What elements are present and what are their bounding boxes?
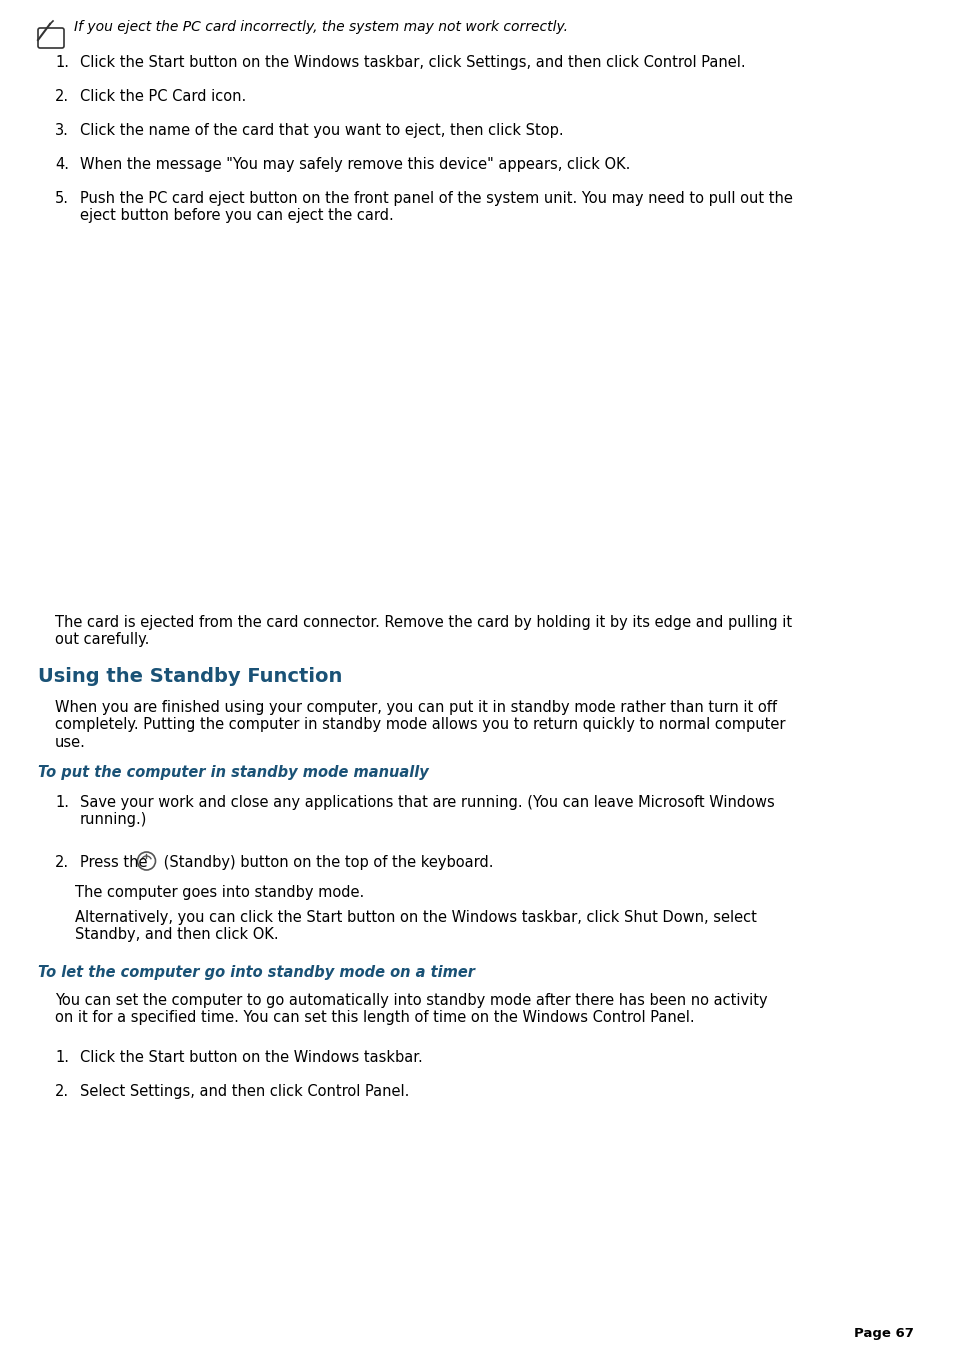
Text: Click the Start button on the Windows taskbar.: Click the Start button on the Windows ta… [80, 1050, 422, 1065]
Text: Click the name of the card that you want to eject, then click Stop.: Click the name of the card that you want… [80, 123, 563, 138]
Text: 1.: 1. [55, 794, 69, 811]
FancyBboxPatch shape [38, 28, 64, 49]
Text: Using the Standby Function: Using the Standby Function [38, 667, 342, 686]
Text: Click the PC Card icon.: Click the PC Card icon. [80, 89, 246, 104]
Text: The card is ejected from the card connector. Remove the card by holding it by it: The card is ejected from the card connec… [55, 615, 791, 647]
Text: 3.: 3. [55, 123, 69, 138]
Text: 1.: 1. [55, 55, 69, 70]
Text: To put the computer in standby mode manually: To put the computer in standby mode manu… [38, 765, 428, 780]
Text: Alternatively, you can click the Start button on the Windows taskbar, click Shut: Alternatively, you can click the Start b… [75, 911, 756, 943]
Text: When the message "You may safely remove this device" appears, click OK.: When the message "You may safely remove … [80, 157, 630, 172]
Text: 2.: 2. [55, 855, 69, 870]
Text: 2.: 2. [55, 1084, 69, 1098]
Text: Click the Start button on the Windows taskbar, click Settings, and then click Co: Click the Start button on the Windows ta… [80, 55, 745, 70]
Text: When you are finished using your computer, you can put it in standby mode rather: When you are finished using your compute… [55, 700, 784, 750]
Text: 5.: 5. [55, 190, 69, 205]
Text: 4.: 4. [55, 157, 69, 172]
Text: Push the PC card eject button on the front panel of the system unit. You may nee: Push the PC card eject button on the fro… [80, 190, 792, 223]
Text: Save your work and close any applications that are running. (You can leave Micro: Save your work and close any application… [80, 794, 774, 827]
Text: The computer goes into standby mode.: The computer goes into standby mode. [75, 885, 364, 900]
Text: If you eject the PC card incorrectly, the system may not work correctly.: If you eject the PC card incorrectly, th… [74, 20, 567, 34]
Text: Page 67: Page 67 [853, 1327, 913, 1340]
Text: 2.: 2. [55, 89, 69, 104]
Text: 1.: 1. [55, 1050, 69, 1065]
Text: You can set the computer to go automatically into standby mode after there has b: You can set the computer to go automatic… [55, 993, 767, 1025]
Text: To let the computer go into standby mode on a timer: To let the computer go into standby mode… [38, 965, 475, 979]
Text: Press the: Press the [80, 855, 152, 870]
Text: Select Settings, and then click Control Panel.: Select Settings, and then click Control … [80, 1084, 409, 1098]
Text: (Standby) button on the top of the keyboard.: (Standby) button on the top of the keybo… [159, 855, 494, 870]
